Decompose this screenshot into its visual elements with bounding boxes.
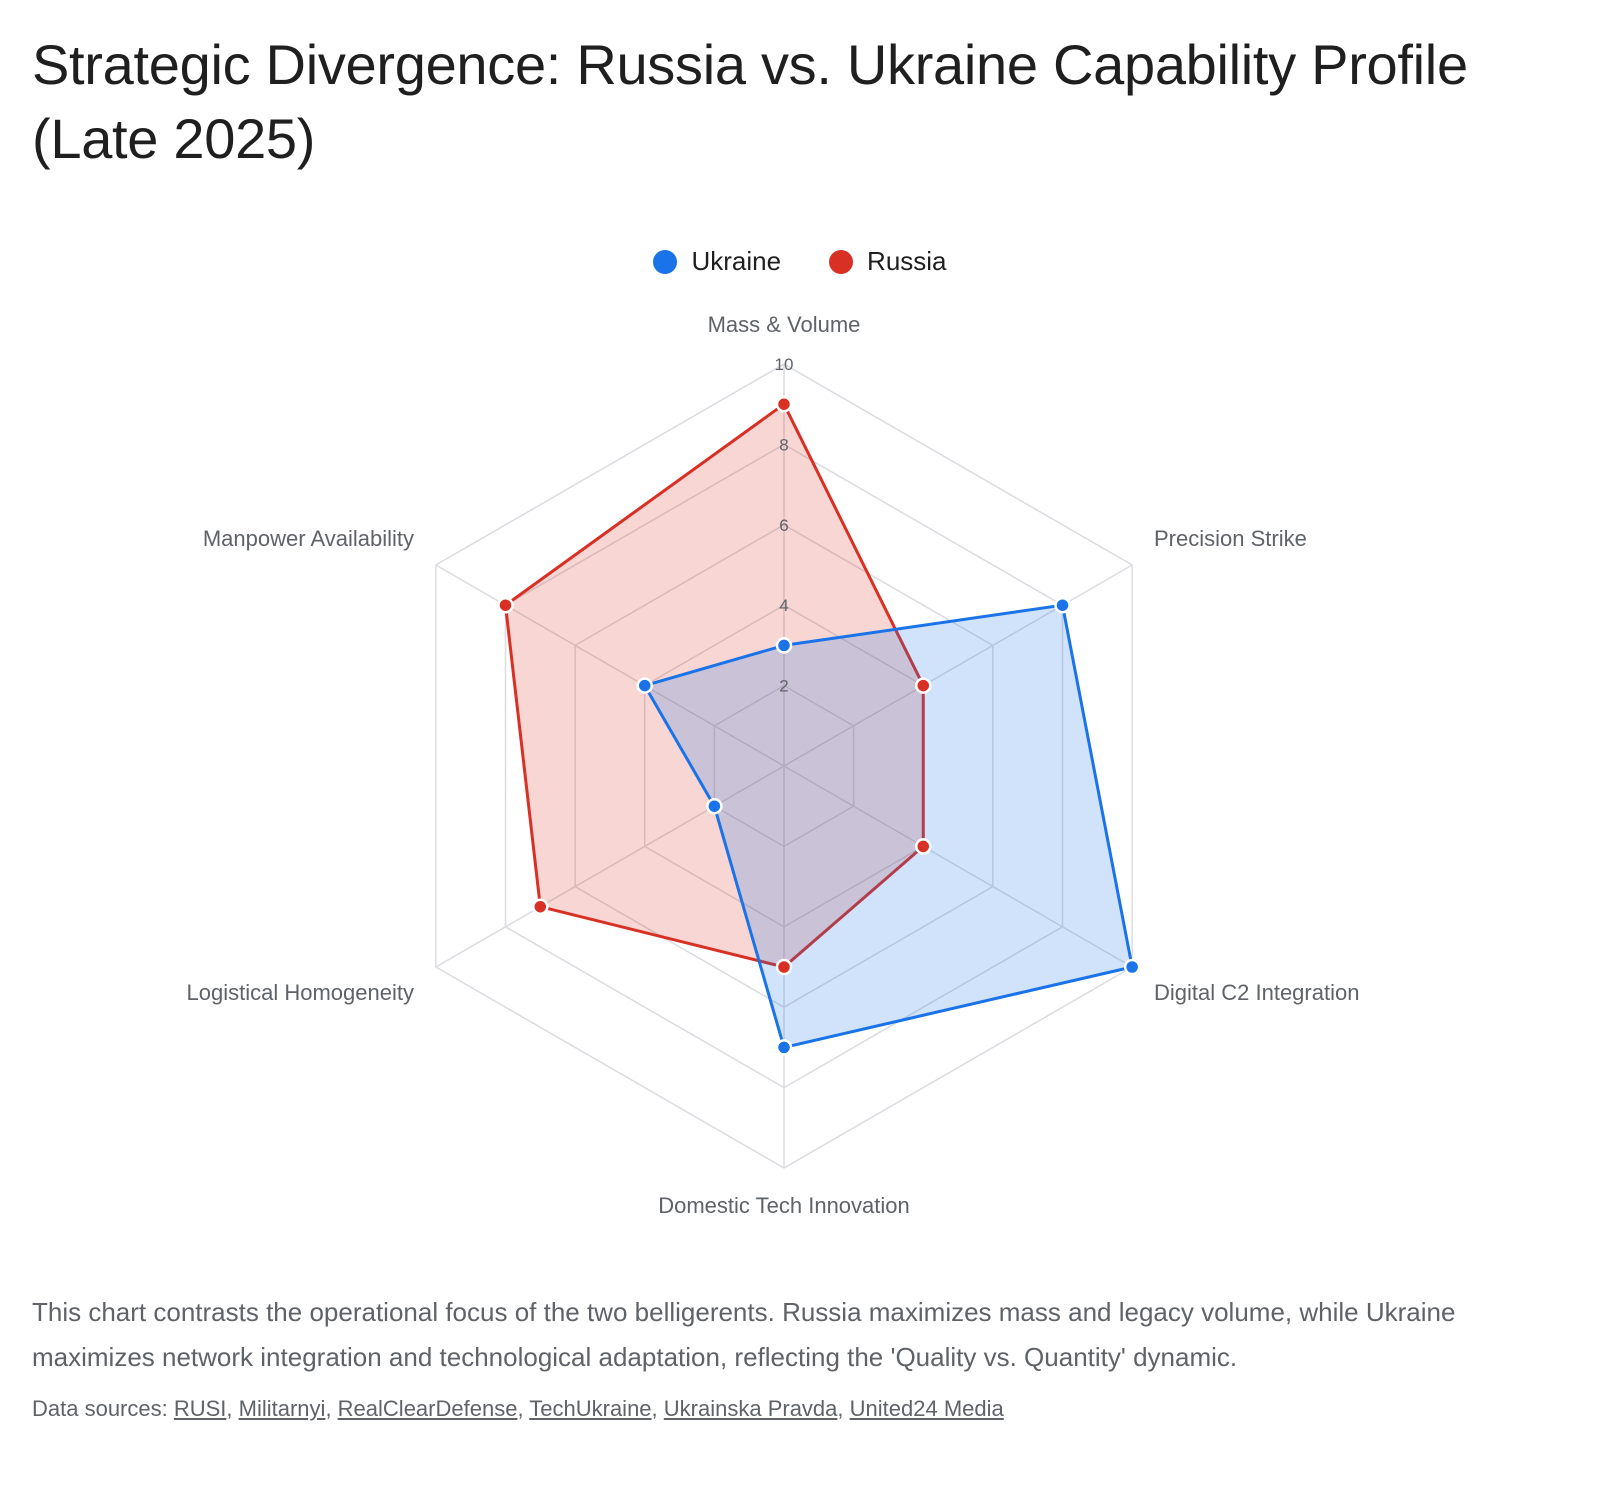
axis-label-mass-volume: Mass & Volume bbox=[708, 312, 861, 337]
point-russia-manpower-availability[interactable] bbox=[497, 596, 514, 614]
chart-legend: Ukraine Russia bbox=[0, 246, 1600, 277]
spoke-precision-strike bbox=[783, 564, 1133, 767]
tick-label-6: 6 bbox=[779, 516, 788, 535]
tick-label-4: 4 bbox=[779, 596, 788, 615]
legend-dot-ukraine bbox=[653, 249, 678, 274]
tick-label-2: 2 bbox=[779, 677, 788, 696]
point-russia-precision-strike[interactable] bbox=[915, 677, 932, 694]
point-ukraine-precision-strike[interactable] bbox=[1054, 596, 1071, 614]
legend-item-russia[interactable]: Russia bbox=[829, 246, 947, 277]
data-sources: Data sources: RUSI, Militarnyi, RealClea… bbox=[32, 1396, 1004, 1421]
source-link-ukrainska-pravda[interactable]: Ukrainska Pravda bbox=[663, 1396, 838, 1421]
point-ukraine-domestic-tech-innovation[interactable] bbox=[775, 1039, 793, 1056]
tick-label-10: 10 bbox=[775, 355, 794, 374]
axis-label-manpower-availability: Manpower Availability bbox=[203, 526, 414, 551]
point-ukraine-mass-volume[interactable] bbox=[775, 637, 793, 654]
legend-item-ukraine[interactable]: Ukraine bbox=[653, 246, 781, 277]
axis-label-logistical-homogeneity: Logistical Homogeneity bbox=[187, 980, 414, 1005]
point-ukraine-manpower-availability[interactable] bbox=[636, 677, 653, 694]
source-link-militarnyi[interactable]: Militarnyi bbox=[238, 1396, 326, 1421]
source-link-techukraine[interactable]: TechUkraine bbox=[529, 1396, 652, 1421]
point-russia-domestic-tech-innovation[interactable] bbox=[775, 958, 793, 976]
tick-label-8: 8 bbox=[779, 435, 788, 454]
point-russia-logistical-homogeneity[interactable] bbox=[532, 898, 549, 915]
spoke-manpower-availability bbox=[435, 564, 785, 767]
point-russia-mass-volume[interactable] bbox=[775, 395, 793, 413]
spoke-logistical-homogeneity bbox=[435, 765, 785, 968]
legend-dot-russia bbox=[829, 249, 854, 274]
spoke-digital-c2-integration bbox=[783, 765, 1133, 968]
axis-label-domestic-tech-innovation: Domestic Tech Innovation bbox=[658, 1193, 910, 1218]
source-link-united24-media[interactable]: United24 Media bbox=[849, 1396, 1004, 1421]
point-ukraine-digital-c2-integration[interactable] bbox=[1123, 958, 1141, 976]
chart-description: This chart contrasts the operational foc… bbox=[32, 1297, 1456, 1372]
legend-label-russia: Russia bbox=[867, 246, 947, 276]
point-russia-digital-c2-integration[interactable] bbox=[915, 838, 932, 855]
point-ukraine-logistical-homogeneity[interactable] bbox=[706, 797, 723, 815]
radar-chart: 2 4 6 8 10 Mass & Volume Precision Strike Digit… bbox=[187, 312, 1360, 1218]
chart-title: Strategic Divergence: Russia vs. Ukraine… bbox=[32, 33, 1468, 170]
legend-label-ukraine: Ukraine bbox=[691, 246, 782, 276]
source-link-rusi[interactable]: RUSI bbox=[173, 1396, 227, 1421]
source-link-realcleardefense[interactable]: RealClearDefense bbox=[337, 1396, 518, 1421]
axis-label-precision-strike: Precision Strike bbox=[1154, 526, 1307, 551]
axis-label-digital-c2-integration: Digital C2 Integration bbox=[1154, 980, 1359, 1005]
sources-prefix: Data sources: bbox=[32, 1396, 174, 1421]
